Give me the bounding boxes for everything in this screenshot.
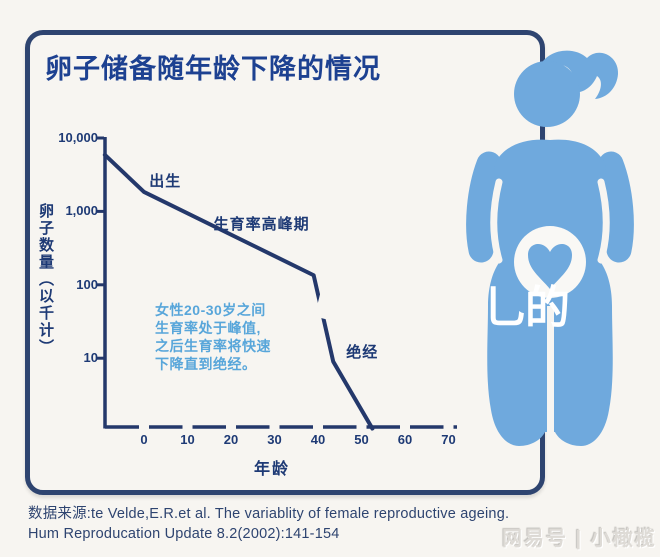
brand-watermark: 网易号 | 小橄榄	[502, 528, 657, 550]
y-tick-label: 100	[76, 276, 98, 292]
white-watermark-text: 乚的	[483, 282, 570, 333]
y-axis-title: 卵子数量（以千计）	[37, 203, 54, 356]
x-axis-title: 年龄	[253, 461, 290, 478]
ponytail-shape	[539, 50, 619, 99]
page-title: 卵子储备随年龄下降的情况	[45, 54, 381, 84]
heart-icon	[528, 244, 572, 289]
annotation-menopause: 绝经	[346, 343, 379, 361]
x-tick-label: 20	[223, 432, 239, 447]
annotation-peak-fertility: 生育率高峰期	[213, 215, 310, 233]
y-tick-label: 10	[83, 350, 98, 366]
pregnant-woman-figure	[455, 38, 660, 454]
y-tick-label: 10,000	[58, 130, 98, 145]
x-tick-label: 50	[354, 432, 369, 447]
x-tick-label: 60	[397, 432, 413, 447]
x-tick-label: 10	[180, 432, 195, 447]
source-line-2: Hum Reproducation Update 8.2(2002):141-1…	[28, 525, 340, 542]
head-shape	[514, 61, 580, 127]
data-source-citation: 数据来源:te Velde,E.R.et al. The variablity …	[28, 505, 518, 544]
y-tick-label: 1,000	[65, 203, 98, 219]
fertility-note: 女性20-30岁之间 生育率处于峰值, 之后生育率将快速 下降直到绝经。	[155, 302, 271, 372]
annotation-birth: 出生	[149, 172, 182, 190]
x-tick-label: 70	[441, 432, 456, 447]
x-tick-label: 0	[140, 432, 148, 447]
x-tick-label: 40	[310, 432, 326, 447]
source-line-1: 数据来源:te Velde,E.R.et al. The variablity …	[28, 506, 510, 522]
x-tick-label: 30	[267, 432, 282, 447]
